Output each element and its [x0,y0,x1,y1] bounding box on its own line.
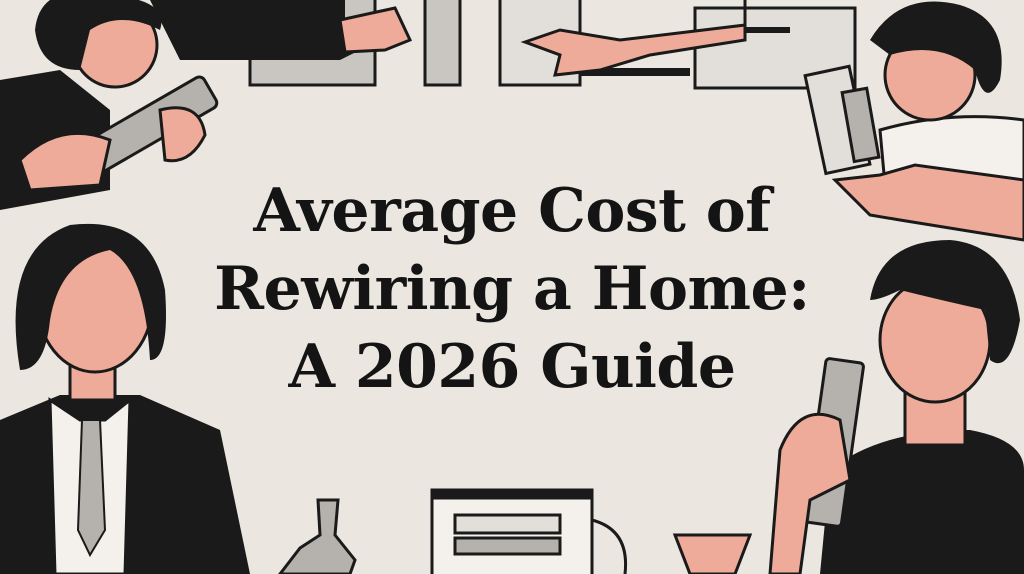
hand-top-center [520,0,747,77]
hand-top-left-skin [338,6,413,54]
top-documents [248,0,857,90]
title-line-1: Average Cost of [253,176,771,246]
person-top-left [0,0,219,210]
bottom-device [430,488,628,574]
person-bottom-right [768,240,1024,574]
person-bottom-left [0,223,250,574]
cup [672,533,753,574]
page-title: Average Cost of Rewiring a Home: A 2026 … [0,172,1024,406]
person-top-right [803,1,1024,242]
title-line-3: A 2026 Guide [288,332,736,402]
title-line-2: Rewiring a Home: [214,254,810,324]
bottle [278,498,357,574]
